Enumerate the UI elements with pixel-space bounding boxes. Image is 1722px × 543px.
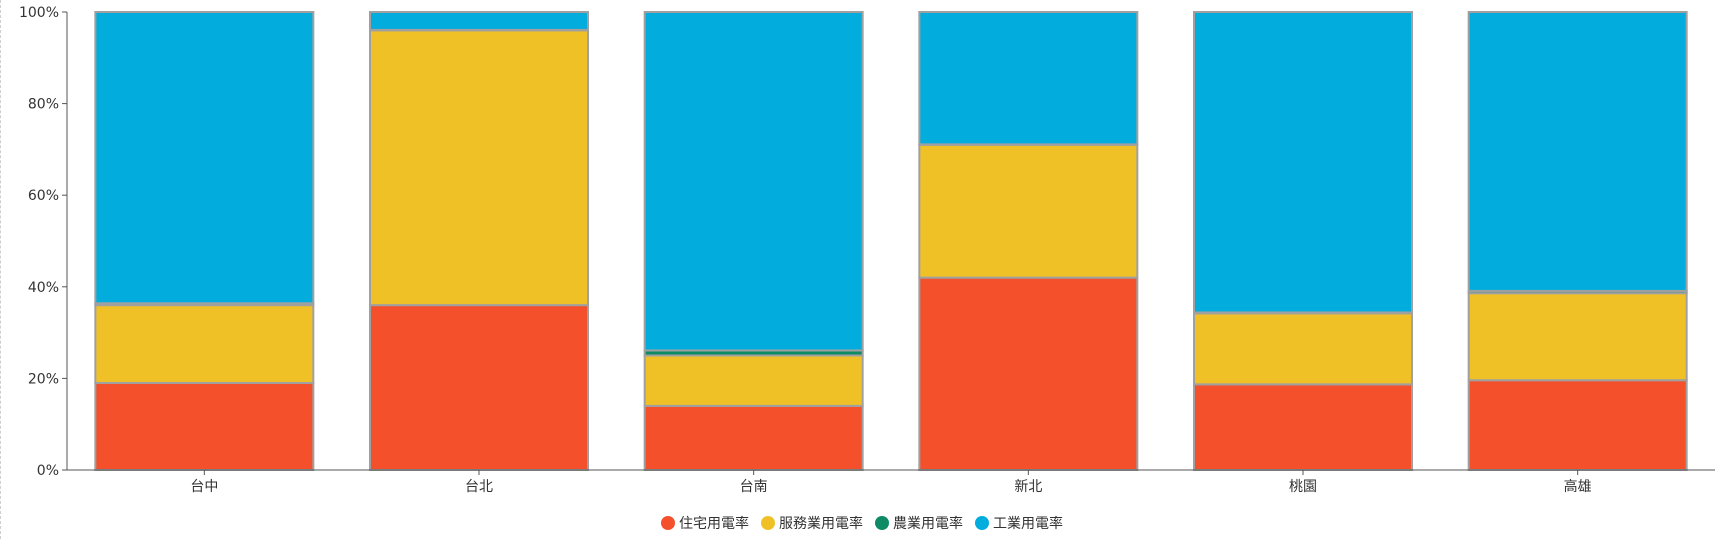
legend-swatch [875, 516, 889, 530]
legend-swatch [975, 516, 989, 530]
bar-segment[interactable] [1469, 380, 1687, 470]
x-tick-label: 高雄 [1564, 478, 1592, 495]
bar-segment[interactable] [645, 12, 863, 350]
x-tick-label: 台中 [190, 479, 218, 495]
legend-label: 工業用電率 [993, 515, 1063, 532]
bar-stack[interactable] [1469, 12, 1687, 470]
bar-stack[interactable] [919, 12, 1137, 470]
bar-segment[interactable] [370, 305, 588, 470]
bar-segment[interactable] [1194, 384, 1412, 470]
bar-segment[interactable] [95, 305, 313, 383]
bars-group [95, 12, 1686, 470]
legend-swatch [661, 516, 675, 530]
bar-segment[interactable] [919, 12, 1137, 144]
y-tick-label: 80% [28, 97, 59, 113]
bar-segment[interactable] [919, 145, 1137, 278]
bar-segment[interactable] [919, 278, 1137, 470]
y-tick-label: 60% [28, 188, 59, 204]
x-tick-label: 台南 [740, 479, 768, 495]
bar-segment[interactable] [95, 12, 313, 303]
bar-segment[interactable] [370, 30, 588, 305]
bar-stack[interactable] [370, 12, 588, 470]
legend-item[interactable]: 工業用電率 [975, 515, 1063, 532]
legend-label: 服務業用電率 [779, 515, 863, 532]
bar-segment[interactable] [370, 12, 588, 30]
legend-item[interactable]: 住宅用電率 [661, 515, 749, 532]
bar-segment[interactable] [1194, 313, 1412, 384]
y-tick-label: 0% [37, 463, 59, 479]
x-tick-label: 台北 [465, 479, 493, 495]
bar-stack[interactable] [1194, 12, 1412, 470]
y-tick-label: 40% [28, 280, 59, 296]
x-tick-label: 新北 [1014, 479, 1042, 495]
y-tick-label: 100% [19, 5, 59, 21]
bar-segment[interactable] [1469, 12, 1687, 291]
legend[interactable]: 住宅用電率 服務業用電率 農業用電率 工業用電率 [661, 515, 1063, 532]
bar-segment[interactable] [1194, 12, 1412, 312]
y-tick-label: 20% [28, 371, 59, 387]
bar-stack[interactable] [645, 12, 863, 470]
bar-segment[interactable] [1469, 293, 1687, 380]
bar-segment[interactable] [645, 356, 863, 406]
legend-label: 住宅用電率 [679, 515, 749, 532]
bar-stack[interactable] [95, 12, 313, 470]
legend-label: 農業用電率 [893, 515, 963, 532]
x-tick-label: 桃園 [1289, 479, 1317, 495]
legend-item[interactable]: 服務業用電率 [761, 515, 863, 532]
legend-item[interactable]: 農業用電率 [875, 515, 963, 532]
legend-swatch [761, 516, 775, 530]
bar-segment[interactable] [645, 406, 863, 470]
bar-segment[interactable] [95, 383, 313, 470]
